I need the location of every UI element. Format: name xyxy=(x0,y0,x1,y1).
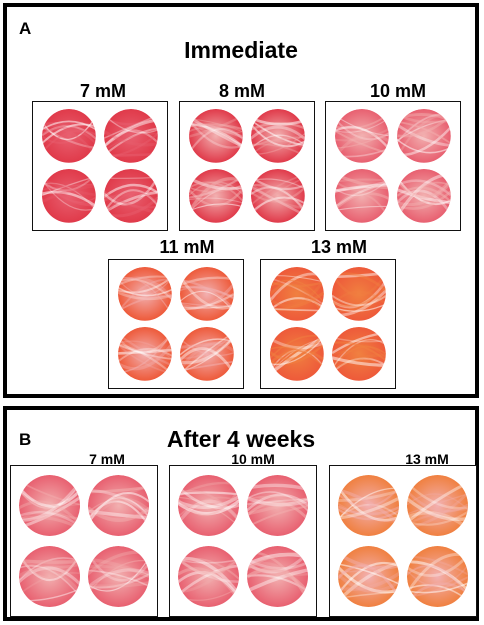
tissue-sample xyxy=(87,545,150,607)
tissue-sample xyxy=(269,327,324,382)
tissue-sample xyxy=(246,545,309,607)
sample-group-7mm xyxy=(32,101,168,231)
group-label-13mm-b: 13 mM xyxy=(405,451,449,467)
tissue-sample xyxy=(246,475,309,537)
sample-group-13mm-b xyxy=(329,465,477,617)
tissue-sample xyxy=(337,545,400,607)
tissue-sample xyxy=(41,169,96,224)
sample-group-7mm-b xyxy=(10,465,158,617)
group-label-7mm: 7 mM xyxy=(79,81,126,101)
tissue-sample xyxy=(177,475,240,537)
sample-group-13mm xyxy=(260,259,396,389)
tissue-sample xyxy=(334,169,389,224)
sample-group-10mm-b xyxy=(169,465,317,617)
tissue-sample xyxy=(180,327,235,382)
panel-b-title: After 4 weeks xyxy=(166,426,316,452)
tissue-sample xyxy=(117,266,172,321)
panel-a-letter: A xyxy=(19,19,32,38)
panel-a: A Immediate 7 mM 8 mM 10 mM 11 mM 13 mM xyxy=(3,3,479,398)
tissue-sample xyxy=(18,475,81,537)
group-label-13mm: 13 mM xyxy=(310,237,368,257)
group-label-10mm: 10 mM xyxy=(369,81,427,101)
tissue-sample xyxy=(397,169,452,224)
tissue-sample xyxy=(41,108,96,163)
sample-group-8mm xyxy=(179,101,315,231)
tissue-sample xyxy=(406,475,469,537)
tissue-sample xyxy=(18,545,81,607)
tissue-sample xyxy=(87,475,150,537)
tissue-sample xyxy=(180,266,235,321)
tissue-sample xyxy=(332,327,387,382)
tissue-sample xyxy=(251,169,306,224)
tissue-sample xyxy=(117,327,172,382)
tissue-sample xyxy=(177,545,240,607)
tissue-sample xyxy=(334,108,389,163)
panel-b: B After 4 weeks 7 mM 10 mM 13 mM xyxy=(3,406,479,621)
group-label-11mm: 11 mM xyxy=(159,237,215,257)
tissue-sample xyxy=(406,545,469,607)
tissue-sample xyxy=(104,169,159,224)
tissue-sample xyxy=(269,266,324,321)
group-label-7mm-b: 7 mM xyxy=(89,451,125,467)
tissue-sample xyxy=(188,169,243,224)
tissue-sample xyxy=(188,108,243,163)
tissue-sample xyxy=(332,266,387,321)
panel-b-letter: B xyxy=(19,430,32,449)
tissue-sample xyxy=(397,108,452,163)
tissue-sample xyxy=(251,108,306,163)
sample-group-10mm xyxy=(325,101,461,231)
sample-group-11mm xyxy=(108,259,244,389)
group-label-8mm: 8 mM xyxy=(218,81,265,101)
tissue-sample xyxy=(337,475,400,537)
tissue-sample xyxy=(104,108,159,163)
panel-a-title: Immediate xyxy=(184,37,298,63)
group-label-10mm-b: 10 mM xyxy=(231,451,275,467)
